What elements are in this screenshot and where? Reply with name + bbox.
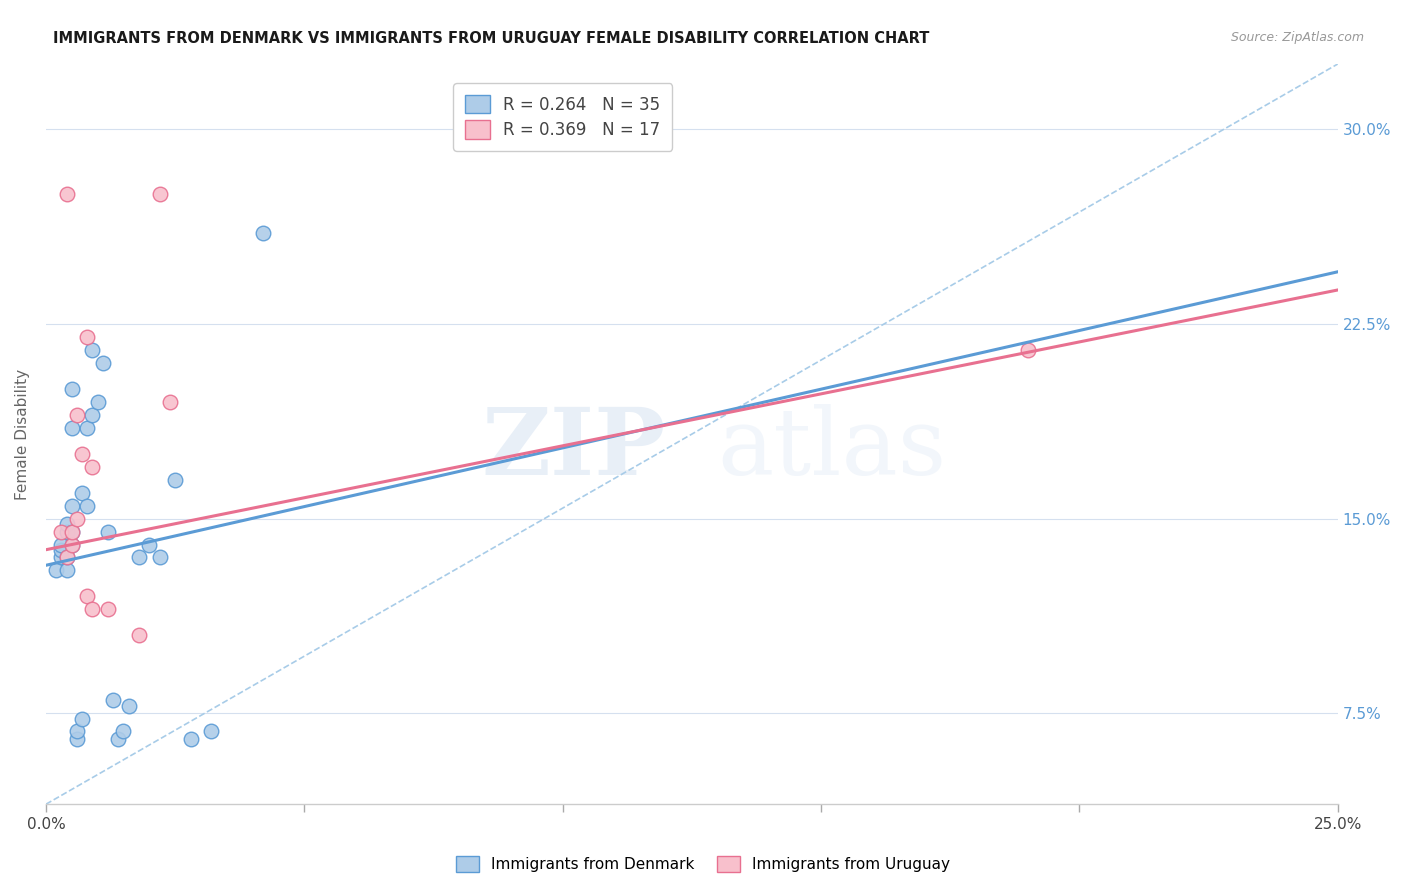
Point [76,420,98,434]
Point [76,330,98,344]
Point [86,394,108,409]
Point [180,732,202,747]
Point [252,226,274,240]
Point [101,693,124,707]
Point [45,564,67,578]
Point [51,550,73,565]
Text: ZIP: ZIP [482,404,666,494]
Point [91,356,114,370]
Point [70,711,93,725]
Legend: R = 0.264   N = 35, R = 0.369   N = 17: R = 0.264 N = 35, R = 0.369 N = 17 [453,84,672,151]
Point [149,186,172,201]
Point [60,524,83,539]
Point [200,724,222,739]
Point [60,499,83,513]
Point [51,537,73,551]
Point [55,524,77,539]
Point [70,485,93,500]
Point [60,537,83,551]
Text: atlas: atlas [717,404,946,494]
Point [1017,343,1039,357]
Point [70,447,93,461]
Point [82,408,104,422]
Y-axis label: Female Disability: Female Disability [15,368,30,500]
Legend: Immigrants from Denmark, Immigrants from Uruguay: Immigrants from Denmark, Immigrants from… [449,848,957,880]
Point [76,499,98,513]
Point [107,732,129,747]
Point [165,473,187,487]
Point [55,186,77,201]
Point [55,564,77,578]
Point [82,459,104,474]
Text: IMMIGRANTS FROM DENMARK VS IMMIGRANTS FROM URUGUAY FEMALE DISABILITY CORRELATION: IMMIGRANTS FROM DENMARK VS IMMIGRANTS FR… [53,31,929,46]
Point [128,628,150,642]
Point [55,516,77,531]
Point [82,343,104,357]
Point [82,602,104,616]
Point [76,590,98,604]
Point [149,550,172,565]
Point [60,420,83,434]
Point [97,602,120,616]
Point [97,524,120,539]
Point [66,408,89,422]
Point [159,394,181,409]
Point [138,537,160,551]
Point [55,550,77,565]
Point [51,542,73,557]
Point [51,524,73,539]
Point [66,511,89,525]
Text: Source: ZipAtlas.com: Source: ZipAtlas.com [1230,31,1364,45]
Point [66,732,89,747]
Point [55,550,77,565]
Point [128,550,150,565]
Point [60,382,83,396]
Point [117,698,139,713]
Point [66,724,89,739]
Point [60,537,83,551]
Point [112,724,135,739]
Point [60,524,83,539]
